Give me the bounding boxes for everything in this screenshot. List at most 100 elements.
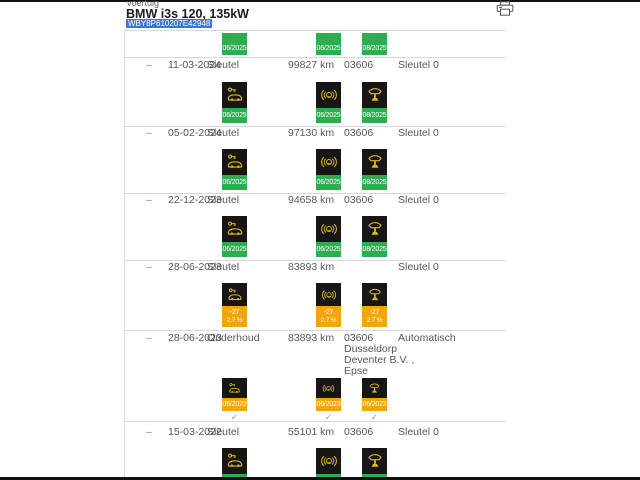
service-status-badge[interactable] xyxy=(316,448,341,477)
badge-status-panel: 06/2023 xyxy=(222,398,247,411)
badge-date-label: -27 xyxy=(323,309,334,316)
row-divider xyxy=(124,193,506,194)
service-status-badge[interactable]: 06/2025 xyxy=(316,33,341,55)
badge-status-panel: 08/2025 xyxy=(362,108,387,123)
service-status-badge[interactable]: 06/2025 xyxy=(222,149,247,190)
event-code: 03606 xyxy=(344,426,374,438)
key-car-icon xyxy=(222,283,247,306)
row-divider xyxy=(124,260,506,261)
row-divider xyxy=(124,421,506,422)
badge-status-panel: 06/2023 xyxy=(316,398,341,411)
event-code: 03606 xyxy=(344,127,374,139)
badge-checkmark: ✓ xyxy=(230,412,239,422)
badge-status-panel: 08/2025 xyxy=(362,33,387,55)
printer-icon[interactable] xyxy=(496,1,514,16)
service-status-badge[interactable]: 06/2023 xyxy=(316,378,341,411)
service-status-badge[interactable]: -27 2.7 % xyxy=(316,283,341,327)
badge-percent-label: 2.7 % xyxy=(366,316,383,324)
badge-status-panel: 06/2023 xyxy=(362,398,387,411)
badge-status-panel: -27 2.7 % xyxy=(222,306,247,327)
event-detail: Automatisch xyxy=(398,332,456,344)
car-lift-icon xyxy=(362,378,387,398)
event-category: Sleutel xyxy=(207,426,240,438)
service-status-badge[interactable] xyxy=(222,448,247,477)
badge-status-panel: -27 2.7 % xyxy=(362,306,387,327)
car-lift-icon xyxy=(362,82,387,108)
top-border xyxy=(0,0,640,2)
badge-date-label: 06/2025 xyxy=(222,111,247,119)
badge-date-label: -27 xyxy=(229,309,240,316)
row-divider xyxy=(124,30,506,31)
service-status-badge[interactable] xyxy=(362,448,387,477)
car-lift-icon xyxy=(362,448,387,474)
badge-date-label: 06/2025 xyxy=(316,178,341,186)
service-status-badge[interactable]: 06/2025 xyxy=(316,149,341,190)
event-category: Sleutel xyxy=(207,261,240,273)
row-divider xyxy=(124,57,506,58)
badge-status-panel: 06/2025 xyxy=(316,108,341,123)
event-odometer: 83893 km xyxy=(288,261,335,273)
left-border xyxy=(124,30,125,477)
car-lift-icon xyxy=(362,149,387,175)
event-odometer: 99827 km xyxy=(288,59,335,71)
event-odometer: 94658 km xyxy=(288,194,335,206)
signal-car-icon xyxy=(316,216,341,242)
service-status-badge[interactable]: 06/2025 xyxy=(316,82,341,123)
service-status-badge[interactable]: 08/2025 xyxy=(362,82,387,123)
service-status-badge[interactable]: 06/2025 xyxy=(222,33,247,55)
key-car-icon xyxy=(222,378,247,398)
badge-status-panel: 06/2025 xyxy=(222,175,247,190)
signal-car-icon xyxy=(316,448,341,474)
badge-status-panel xyxy=(222,474,247,477)
service-status-badge[interactable]: 08/2025 xyxy=(362,216,387,257)
badge-date-label: 06/2025 xyxy=(316,111,341,119)
signal-car-icon xyxy=(316,378,341,398)
service-status-badge[interactable]: -27 2.7 % xyxy=(222,283,247,327)
row-divider xyxy=(124,126,506,127)
collapse-toggle[interactable]: – xyxy=(146,59,152,71)
badge-status-panel: 06/2025 xyxy=(222,242,247,257)
badge-checkmark: ✓ xyxy=(324,412,333,422)
vehicle-title: BMW i3s 120, 135kW xyxy=(126,7,249,21)
badge-status-panel: 08/2025 xyxy=(362,242,387,257)
event-date: 22-12-2023 xyxy=(168,194,222,206)
collapse-toggle[interactable]: – xyxy=(146,332,152,344)
badge-status-panel xyxy=(362,474,387,477)
service-status-badge[interactable]: 06/2023 xyxy=(222,378,247,411)
car-lift-icon xyxy=(362,216,387,242)
collapse-toggle[interactable]: – xyxy=(146,127,152,139)
badge-date-label: 08/2025 xyxy=(362,44,387,52)
car-lift-icon xyxy=(362,283,387,306)
collapse-toggle[interactable]: – xyxy=(146,426,152,438)
service-status-badge[interactable]: -27 2.7 % xyxy=(362,283,387,327)
service-status-badge[interactable]: 08/2025 xyxy=(362,149,387,190)
event-category: Onderhoud xyxy=(207,332,260,344)
service-status-badge[interactable]: 06/2025 xyxy=(222,82,247,123)
service-status-badge[interactable]: 06/2025 xyxy=(316,216,341,257)
event-detail: Sleutel 0 xyxy=(398,261,439,273)
badge-status-panel: 06/2025 xyxy=(316,242,341,257)
signal-car-icon xyxy=(316,82,341,108)
service-status-badge[interactable]: 06/2023 xyxy=(362,378,387,411)
event-date: 28-06-2023 xyxy=(168,261,222,273)
badge-date-label: 06/2025 xyxy=(316,44,341,52)
collapse-toggle[interactable]: – xyxy=(146,261,152,273)
section-label: voertuig xyxy=(127,0,160,8)
badge-status-panel: 06/2025 xyxy=(316,33,341,55)
event-odometer: 55101 km xyxy=(288,426,335,438)
badge-checkmark: ✓ xyxy=(370,412,379,422)
event-detail: Sleutel 0 xyxy=(398,59,439,71)
vehicle-vin: WBY8P610207E42948 xyxy=(126,19,213,28)
badge-status-panel: -27 2.7 % xyxy=(316,306,341,327)
service-status-badge[interactable]: 06/2025 xyxy=(222,216,247,257)
key-car-icon xyxy=(222,82,247,108)
badge-date-label: 06/2025 xyxy=(222,178,247,186)
event-category: Sleutel xyxy=(207,194,240,206)
service-status-badge[interactable]: 08/2025 xyxy=(362,33,387,55)
event-date: 28-06-2023 xyxy=(168,332,222,344)
key-car-icon xyxy=(222,149,247,175)
signal-car-icon xyxy=(316,149,341,175)
bottom-border xyxy=(0,477,640,480)
badge-percent-label: 2.7 % xyxy=(320,316,337,324)
collapse-toggle[interactable]: – xyxy=(146,194,152,206)
